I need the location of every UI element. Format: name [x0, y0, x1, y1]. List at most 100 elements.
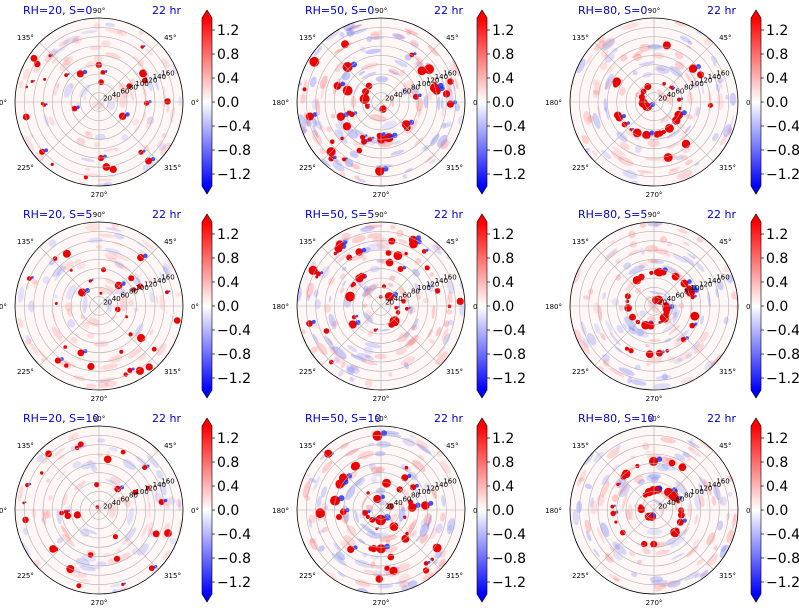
field-blob: [677, 351, 693, 362]
field-blob: [354, 477, 366, 487]
positive-cell: [132, 489, 138, 495]
field-blob: [334, 254, 340, 260]
field-blob: [613, 577, 620, 582]
field-blob: [106, 257, 118, 263]
colorbar: 1.2 0.8 0.4 0.0 −0.4 −0.8 −1.2: [201, 417, 251, 603]
field-blob: [656, 67, 666, 71]
field-blob: [159, 482, 167, 496]
negative-cell: [76, 105, 80, 109]
colorbar-tick-label: 0.8: [217, 251, 239, 267]
angular-tick-label: 135°: [17, 34, 34, 42]
field-blob: [312, 333, 319, 344]
field-blob: [68, 435, 74, 441]
angular-tick-label: 90°: [93, 415, 105, 423]
polar-panel: 20 40 60 8010012014016090°45°0°315°270°225°…: [272, 412, 481, 607]
field-blob: [342, 266, 347, 271]
field-blob: [434, 244, 441, 251]
radial-tick-label: 20: [658, 94, 667, 102]
field-blob: [350, 365, 359, 371]
positive-cell: [63, 345, 67, 349]
field-blob: [347, 345, 358, 353]
colorbar-tick-label: −0.4: [492, 119, 526, 135]
field-blob: [384, 430, 400, 435]
positive-cell: [620, 529, 626, 536]
field-blob: [121, 134, 129, 141]
field-blob: [604, 552, 610, 557]
field-blob: [135, 456, 147, 466]
positive-cell: [351, 315, 357, 320]
positive-cell: [309, 56, 320, 67]
field-blob: [700, 82, 705, 95]
angular-tick-label: 225°: [299, 572, 316, 580]
field-blob: [114, 261, 125, 269]
field-blob: [328, 295, 332, 303]
angular-tick-label: 135°: [572, 442, 589, 450]
field-blob: [624, 509, 631, 521]
negative-cell: [651, 512, 656, 517]
field-blob: [675, 154, 684, 161]
field-blob: [590, 500, 598, 515]
field-blob: [427, 45, 439, 57]
field-blob: [400, 500, 404, 512]
field-blob: [432, 77, 439, 84]
colorbar-tick-label: −0.4: [766, 527, 799, 543]
radial-tick-label: 120: [426, 77, 439, 85]
field-blob: [431, 304, 436, 319]
field-blob: [435, 351, 448, 365]
negative-cell: [91, 279, 94, 281]
field-blob: [729, 92, 737, 106]
field-blob: [699, 331, 709, 343]
colorbar-tick-label: −1.2: [492, 575, 526, 591]
field-blob: [661, 373, 668, 381]
field-blob: [592, 150, 598, 157]
field-blob: [434, 550, 442, 559]
positive-cell: [429, 83, 440, 93]
positive-cell: [69, 268, 73, 272]
field-blob: [580, 477, 585, 482]
angular-tick-label: 45°: [164, 34, 176, 42]
field-blob: [394, 562, 411, 573]
panel-title: RH=80, S=5: [578, 208, 647, 221]
angular-tick-label: 135°: [299, 442, 316, 450]
angular-tick-label: 135°: [572, 34, 589, 42]
field-blob: [84, 168, 91, 171]
colorbar-extend-max: [477, 214, 487, 222]
field-blob: [420, 144, 428, 152]
field-blob: [334, 48, 341, 55]
angular-gridline: [653, 305, 714, 366]
colorbar-tick-label: −0.8: [217, 551, 251, 567]
colorbar: 1.2 0.8 0.4 0.0 −0.4 −0.8 −1.2: [476, 417, 526, 603]
positive-cell: [315, 508, 325, 519]
angular-tick-label: 90°: [93, 211, 105, 219]
radial-tick-label: 80: [684, 492, 693, 500]
field-blob: [412, 529, 417, 536]
field-blob: [585, 530, 592, 542]
positive-cell: [76, 583, 82, 589]
positive-cell: [151, 346, 157, 352]
field-blob: [638, 262, 649, 269]
field-blob: [62, 35, 80, 45]
field-blob: [681, 376, 694, 384]
field-blob: [450, 64, 455, 73]
positive-cell: [119, 349, 124, 354]
angular-gridline: [321, 305, 382, 366]
positive-cell: [346, 254, 353, 261]
field-blob: [147, 522, 153, 532]
angular-tick-label: 90°: [648, 415, 660, 423]
field-blob: [146, 116, 154, 129]
angular-tick-label: 180°: [545, 507, 562, 515]
radial-tick-label: 120: [144, 281, 157, 289]
field-blob: [71, 432, 79, 439]
field-blob: [440, 138, 450, 150]
colorbar-tick-label: 0.4: [766, 479, 788, 495]
angular-gridline: [321, 450, 382, 511]
positive-cell: [628, 348, 634, 354]
field-blob: [687, 446, 702, 458]
positive-cell: [329, 139, 335, 144]
panel-time-label: 22 hr: [434, 412, 463, 425]
positive-cell: [678, 106, 682, 110]
angular-tick-label: 270°: [646, 395, 663, 403]
field-blob: [429, 272, 435, 277]
positive-cell: [40, 471, 44, 475]
field-blob: [364, 354, 371, 359]
